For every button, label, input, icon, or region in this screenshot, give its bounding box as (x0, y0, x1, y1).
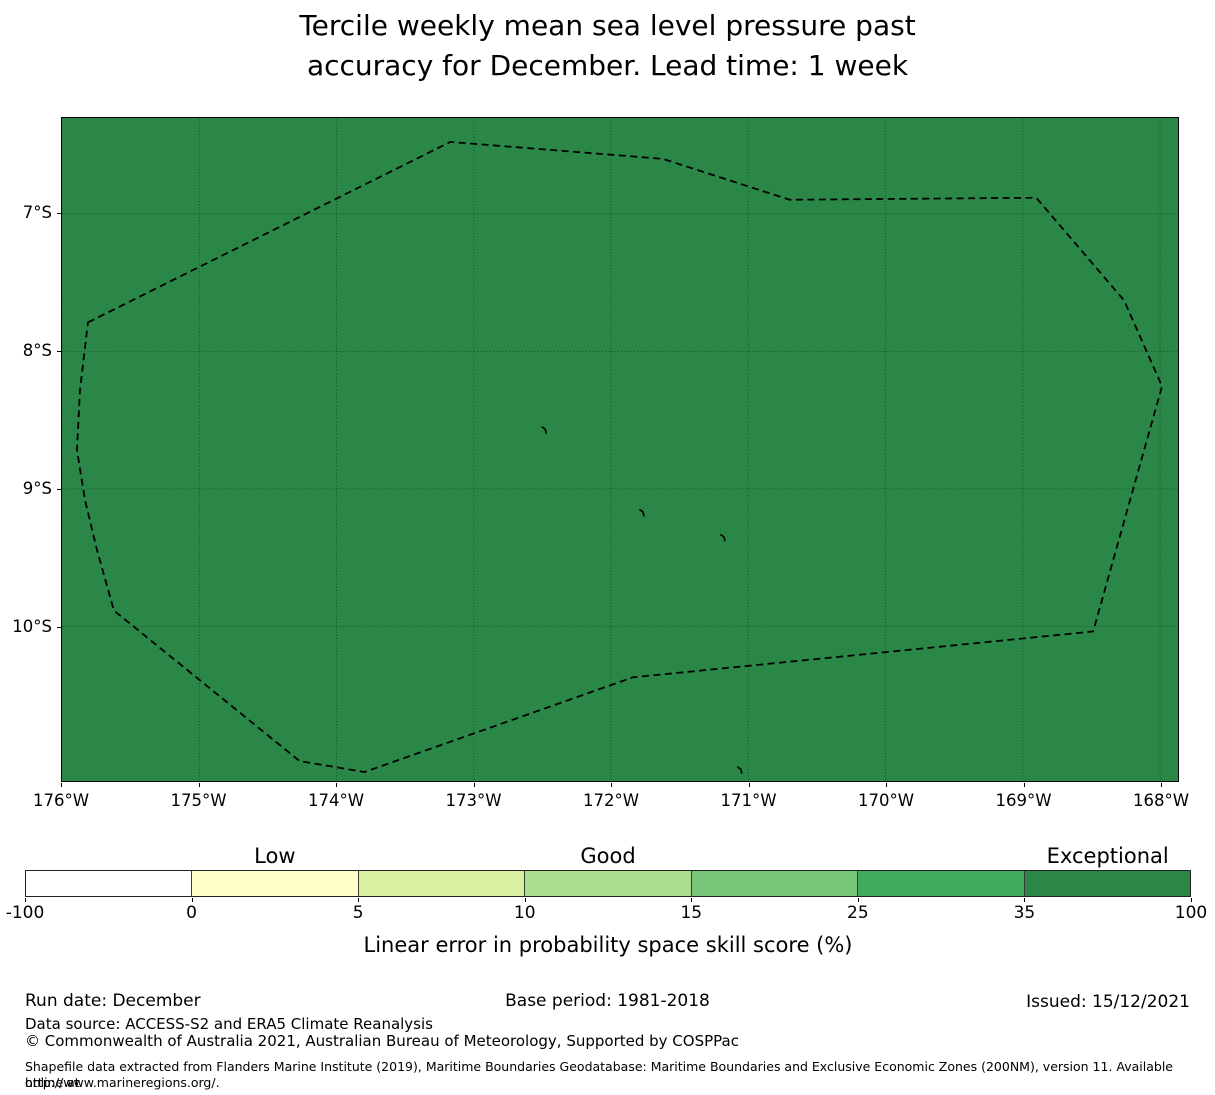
island-mark (736, 766, 743, 774)
colorbar-tick-mark (25, 898, 26, 902)
colorbar-tick-mark (358, 898, 360, 902)
footer-data-source: Data source: ACCESS-S2 and ERA5 Climate … (25, 1015, 433, 1033)
footer-copyright: © Commonwealth of Australia 2021, Austra… (25, 1032, 739, 1050)
colorbar-tick-mark (524, 898, 526, 902)
x-axis-tick-label: 176°W (32, 791, 90, 810)
x-axis-tick-mark (611, 783, 612, 787)
footer-base-period: Base period: 1981-2018 (505, 991, 710, 1011)
footer-shapefile-note: Shapefile data extracted from Flanders M… (25, 1059, 1173, 1090)
colorbar (25, 870, 1191, 897)
x-axis-tick-label: 173°W (445, 791, 502, 810)
island-mark (541, 426, 547, 434)
colorbar-tick-label: 25 (847, 903, 869, 923)
footer-shapefile-url: http://www.marineregions.org/. (25, 1075, 220, 1090)
y-axis-tick-label: 9°S (22, 479, 52, 498)
chart-title-line1: Tercile weekly mean sea level pressure p… (299, 9, 916, 42)
y-axis-tick-mark (57, 351, 61, 352)
colorbar-tick-label: 5 (352, 903, 364, 923)
colorbar-segment (358, 871, 526, 896)
chart-title: Tercile weekly mean sea level pressure p… (0, 6, 1215, 86)
colorbar-category-label: Good (580, 844, 636, 868)
x-axis-tick-mark (61, 783, 62, 787)
x-axis-tick-label: 168°W (1132, 791, 1190, 810)
colorbar-category-label: Low (254, 844, 296, 868)
colorbar-category-label: Exceptional (1046, 844, 1169, 868)
colorbar-segment (691, 871, 859, 896)
colorbar-tick-label: 100 (1174, 903, 1208, 923)
colorbar-tick-label: 35 (1013, 903, 1036, 923)
island-mark (639, 509, 645, 517)
x-axis-tick-mark (1023, 783, 1025, 787)
colorbar-axis-label: Linear error in probability space skill … (363, 933, 853, 957)
colorbar-segment (525, 871, 692, 896)
footer-issued-date: Issued: 15/12/2021 (1026, 992, 1190, 1012)
x-axis-tick-label: 175°W (170, 791, 227, 810)
y-axis-tick-mark (57, 489, 61, 490)
y-axis-tick-label: 8°S (22, 341, 52, 360)
colorbar-tick-mark (691, 898, 693, 902)
eez-boundary (76, 141, 1163, 773)
colorbar-segment (26, 871, 193, 896)
x-axis-tick-mark (886, 783, 887, 787)
y-axis-tick-mark (57, 213, 61, 214)
colorbar-tick-label: 15 (680, 903, 703, 923)
x-axis-tick-label: 172°W (582, 791, 640, 810)
x-axis-tick-mark (1161, 783, 1162, 787)
x-axis-tick-label: 174°W (307, 791, 365, 810)
x-axis-tick-mark (198, 783, 200, 787)
x-axis-tick-label: 171°W (720, 791, 777, 810)
colorbar-segment (192, 871, 359, 896)
map-svg (62, 118, 1178, 781)
colorbar-tick-label: -100 (5, 903, 45, 923)
x-axis-tick-mark (748, 783, 750, 787)
footer-run-date: Run date: December (25, 991, 201, 1011)
colorbar-tick-label: 0 (186, 903, 197, 923)
y-axis-tick-label: 10°S (12, 617, 52, 636)
x-axis-tick-mark (336, 783, 337, 787)
colorbar-segment (1024, 871, 1190, 896)
chart-title-line2: accuracy for December. Lead time: 1 week (306, 49, 909, 82)
colorbar-tick-mark (1024, 898, 1026, 902)
colorbar-tick-label: 10 (513, 903, 536, 923)
x-axis-tick-label: 170°W (857, 791, 915, 810)
x-axis-tick-label: 169°W (995, 791, 1052, 810)
y-axis-tick-mark (57, 627, 61, 628)
colorbar-tick-mark (857, 898, 859, 902)
y-axis-tick-label: 7°S (22, 203, 52, 222)
island-mark (720, 533, 726, 542)
colorbar-segment (858, 871, 1025, 896)
colorbar-tick-mark (191, 898, 193, 902)
x-axis-tick-mark (473, 783, 475, 787)
map-area (61, 117, 1179, 782)
colorbar-tick-mark (1191, 898, 1192, 902)
